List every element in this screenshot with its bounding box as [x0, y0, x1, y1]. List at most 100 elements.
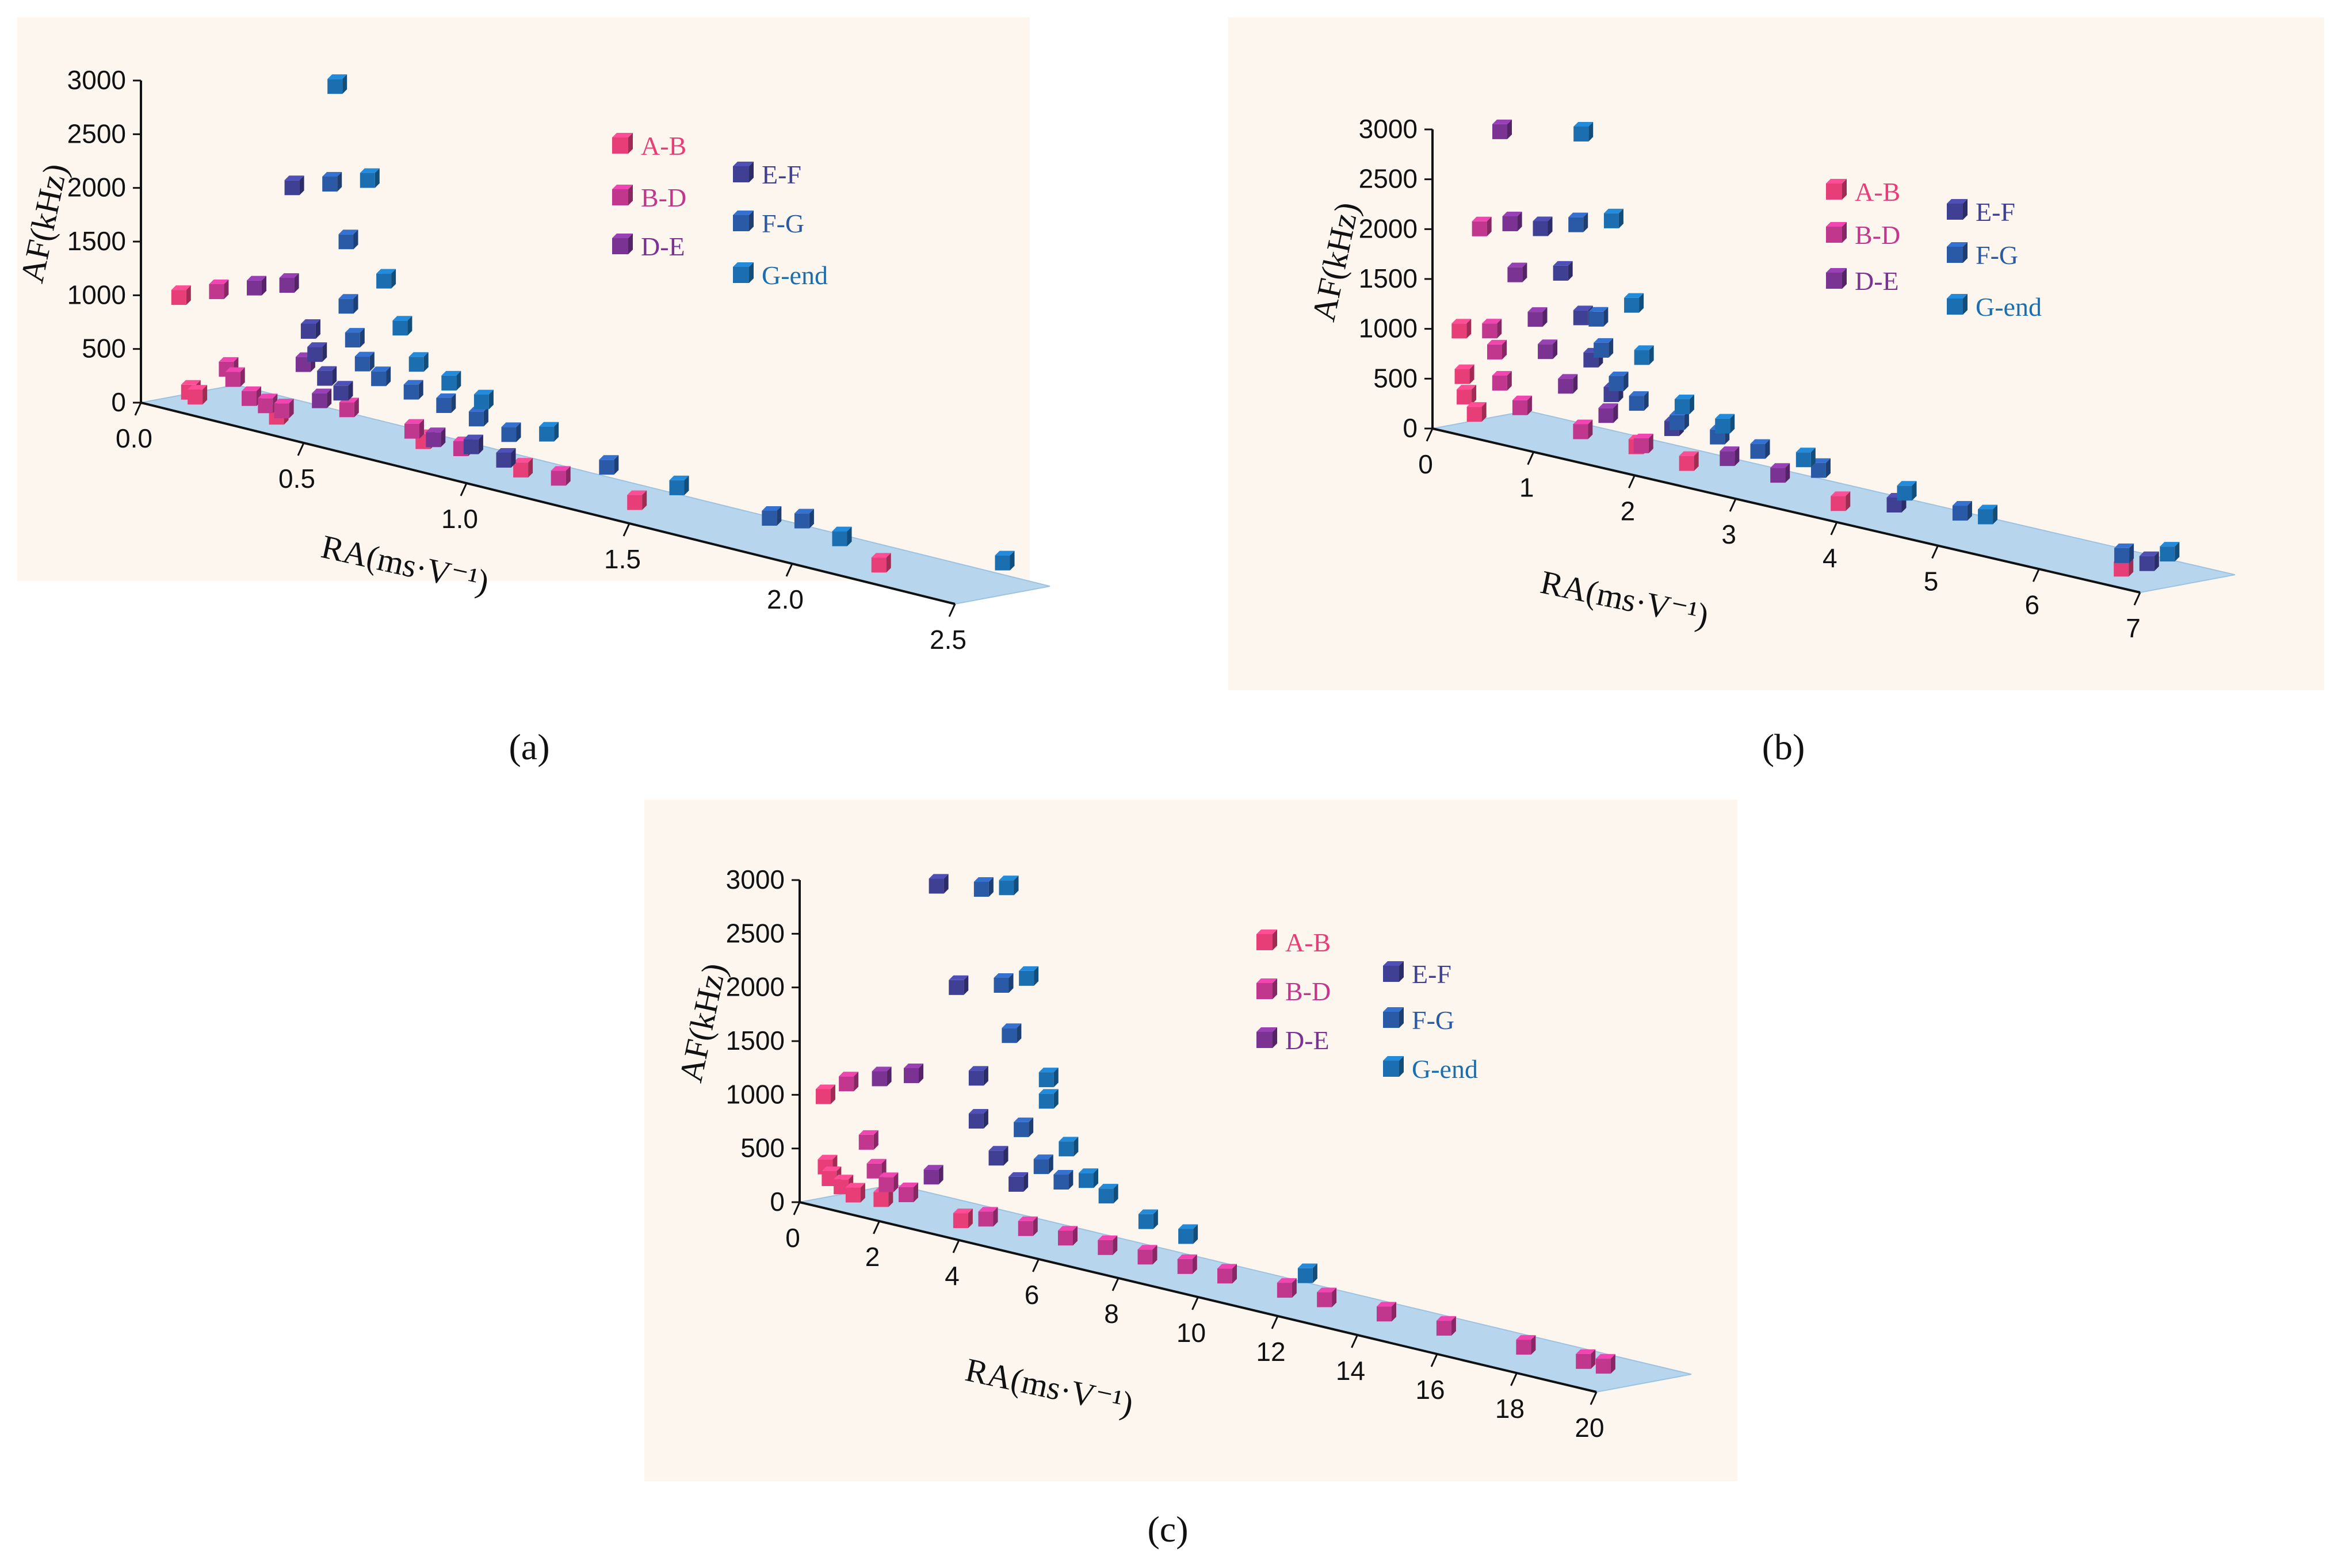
- data-point-D-E: [1770, 463, 1790, 483]
- cube-front: [551, 471, 566, 486]
- data-point-F-G: [322, 171, 342, 192]
- cube-side: [1613, 403, 1618, 423]
- x-tick: [1191, 1297, 1199, 1310]
- panel-label-c: (c): [1147, 1509, 1188, 1550]
- data-point-E-F: [968, 1109, 988, 1129]
- cube-front: [2114, 561, 2129, 577]
- cube-top: [1679, 451, 1699, 456]
- cube-side: [1074, 1137, 1079, 1157]
- legend-swatch: [1383, 1012, 1399, 1028]
- data-point-F-G: [1952, 501, 1972, 521]
- cube-side: [964, 975, 969, 995]
- cube-top: [953, 1208, 973, 1214]
- y-tick-label: 2500: [67, 118, 126, 148]
- cube-top: [551, 466, 571, 471]
- data-point-B-D: [1576, 1349, 1596, 1369]
- data-point-G-end: [2160, 542, 2180, 562]
- cube-top: [1217, 1264, 1237, 1269]
- cube-side: [1542, 307, 1548, 327]
- series-B-D: [839, 1072, 1615, 1374]
- cube-side: [224, 279, 229, 299]
- series-B-D: [1472, 216, 1653, 453]
- cube-front: [794, 513, 809, 529]
- cube-side: [1113, 1184, 1118, 1204]
- legend-swatch-side: [1273, 978, 1277, 999]
- legend-item-B-D: B-D: [612, 183, 686, 212]
- cube-front: [284, 180, 300, 196]
- y-tick-label: 2000: [1359, 213, 1418, 243]
- data-point-G-end: [1059, 1137, 1079, 1157]
- data-point-F-G: [1588, 307, 1609, 327]
- cube-front: [338, 234, 354, 250]
- cube-front: [279, 277, 295, 293]
- data-point-E-F: [968, 1066, 988, 1086]
- legend-label: E-F: [762, 160, 801, 189]
- legend-swatch: [1256, 934, 1273, 950]
- cube-top: [247, 276, 266, 281]
- cube-front: [1487, 344, 1502, 360]
- x-tick-label: 16: [1415, 1375, 1445, 1405]
- cube-top: [408, 352, 429, 357]
- cube-front: [871, 557, 887, 573]
- data-point-F-G: [1810, 458, 1831, 478]
- cube-top: [1014, 1117, 1034, 1122]
- data-point-D-E: [247, 276, 266, 296]
- legend-item-G-end: G-end: [1383, 1054, 1478, 1084]
- cube-side: [830, 1084, 835, 1104]
- cube-front: [1454, 369, 1470, 384]
- cube-top: [995, 550, 1015, 556]
- cube-side: [873, 1130, 878, 1150]
- data-point-B-D: [274, 399, 294, 419]
- data-point-F-G: [403, 380, 423, 400]
- cube-side: [511, 448, 516, 468]
- legend-item-E-F: E-F: [1383, 959, 1451, 989]
- cube-front: [1553, 265, 1568, 281]
- cube-top: [1018, 1216, 1038, 1221]
- legend-swatch-top: [1383, 961, 1404, 966]
- data-point-B-D: [242, 386, 261, 406]
- data-point-F-G: [762, 506, 782, 526]
- cube-side: [1522, 262, 1527, 282]
- cube-side: [407, 316, 412, 336]
- cube-side: [2175, 542, 2180, 562]
- cube-top: [242, 386, 261, 391]
- legend-swatch-top: [1947, 294, 1968, 299]
- cube-top: [354, 351, 375, 357]
- data-point-G-end: [473, 389, 494, 410]
- data-point-B-D: [1512, 395, 1532, 415]
- cube-side: [1053, 1089, 1059, 1109]
- cube-top: [858, 1130, 878, 1135]
- data-point-B-D: [858, 1130, 878, 1150]
- cube-front: [496, 452, 511, 468]
- y-tick-label: 2000: [67, 173, 126, 202]
- cube-front: [274, 403, 289, 419]
- series-D-E: [1492, 119, 1790, 483]
- cube-front: [317, 370, 333, 386]
- legend-swatch: [1947, 247, 1963, 263]
- cube-front: [1014, 1122, 1029, 1137]
- cube-top: [360, 168, 380, 173]
- cube-side: [1618, 208, 1623, 228]
- legend-label: B-D: [641, 183, 686, 212]
- cube-top: [973, 877, 994, 882]
- x-tick: [1628, 475, 1636, 489]
- cube-front: [1810, 462, 1826, 478]
- cube-front: [815, 1089, 831, 1104]
- cube-side: [1610, 1354, 1615, 1374]
- cube-front: [539, 426, 555, 442]
- cube-side: [1292, 1278, 1297, 1298]
- cube-front: [1598, 408, 1614, 423]
- legend-swatch: [612, 189, 628, 205]
- cube-front: [999, 880, 1014, 896]
- data-point-G-end: [1178, 1224, 1198, 1244]
- legend-swatch: [1947, 299, 1963, 315]
- cube-top: [1482, 319, 1502, 324]
- x-tick: [460, 483, 468, 496]
- x-tick: [1510, 1372, 1518, 1386]
- cube-top: [1978, 504, 1998, 510]
- cube-front: [1377, 1306, 1392, 1322]
- cube-front: [988, 1150, 1004, 1166]
- cube-front: [1588, 311, 1604, 327]
- cube-side: [983, 1066, 988, 1086]
- cube-front: [371, 371, 387, 387]
